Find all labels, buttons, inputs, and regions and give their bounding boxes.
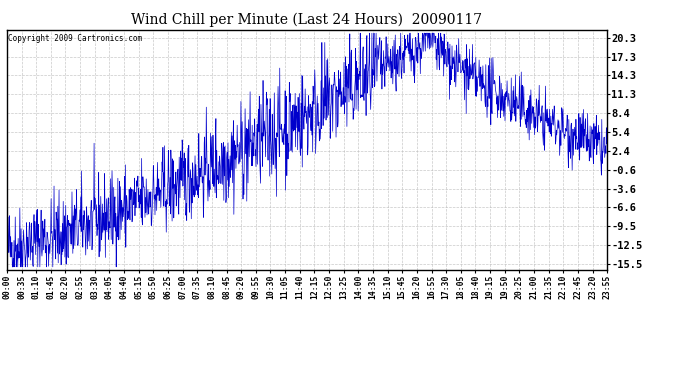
Title: Wind Chill per Minute (Last 24 Hours)  20090117: Wind Chill per Minute (Last 24 Hours) 20… <box>132 13 482 27</box>
Text: Copyright 2009 Cartronics.com: Copyright 2009 Cartronics.com <box>8 34 142 43</box>
